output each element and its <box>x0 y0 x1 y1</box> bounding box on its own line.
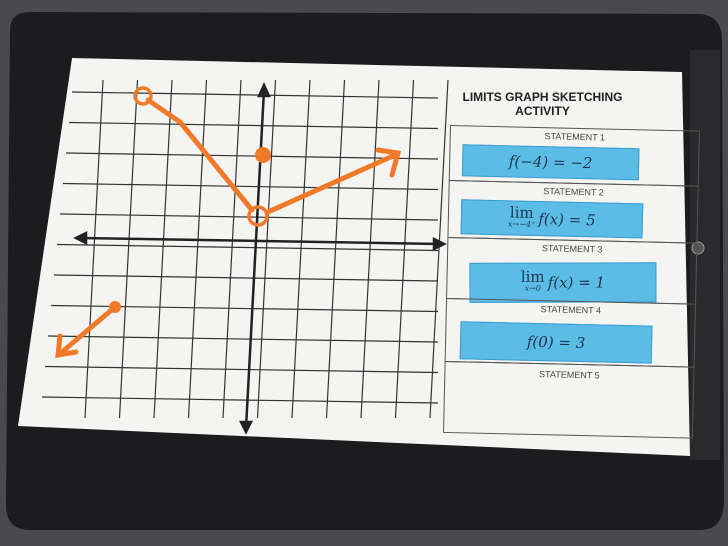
statement-3: STATEMENT 3 lim x→0 f(x) = 1 <box>446 236 698 305</box>
arrow-head <box>55 333 79 359</box>
worksheet-title: LIMITS GRAPH SKETCHING ACTIVITY <box>455 90 630 118</box>
x-axis-arrow <box>432 236 447 252</box>
statement-1: STATEMENT 1 f(−4) = −2 <box>448 125 700 187</box>
title-line: ACTIVITY <box>515 104 570 118</box>
statement-label: STATEMENT 1 <box>544 131 606 143</box>
statement-expr: f(0) = 3 <box>526 332 586 353</box>
statement-expr: f(x) = 5 <box>538 209 596 229</box>
statement-card: f(−4) = −2 <box>461 144 640 181</box>
grid-line <box>153 79 173 419</box>
closed-dot <box>255 147 271 163</box>
statement-card: lim x→−4⁺ f(x) = 5 <box>460 199 644 239</box>
arrow-head <box>375 147 402 178</box>
grid-line <box>56 243 439 252</box>
grid-line <box>291 79 311 419</box>
y-axis-arrow <box>238 420 254 435</box>
y-axis-arrow <box>257 81 271 98</box>
grid-line <box>53 274 439 282</box>
statement-card: lim x→0 f(x) = 1 <box>469 262 657 303</box>
grid-line <box>429 79 449 419</box>
statement-2: STATEMENT 2 lim x→−4⁺ f(x) = 5 <box>447 179 699 244</box>
lim: lim <box>509 202 534 222</box>
grid-line <box>84 79 104 419</box>
clipboard-edge <box>690 50 720 460</box>
grid-line <box>62 182 439 191</box>
grid-line <box>118 79 139 419</box>
lim-sub: x→0 <box>524 283 541 293</box>
statement-expr: f(−4) = −2 <box>508 152 593 173</box>
grid-line <box>71 91 439 99</box>
statement-label: STATEMENT 2 <box>543 186 604 198</box>
statements-panel: STATEMENT 1 f(−4) = −2 STATEMENT 2 lim x→… <box>443 125 700 441</box>
sketched-function <box>55 86 402 359</box>
statement-expr: f(x) = 1 <box>547 273 606 292</box>
statement-label: STATEMENT 3 <box>541 243 603 255</box>
open-circle <box>247 205 269 227</box>
grid-line <box>41 396 439 404</box>
grid-line <box>65 152 439 160</box>
x-axis-arrow <box>73 230 88 246</box>
grommet <box>691 241 705 255</box>
title-line: LIMITS GRAPH SKETCHING <box>462 90 623 104</box>
grid-line <box>187 79 208 419</box>
grid-line <box>256 79 277 419</box>
lim-sub: x→−4⁺ <box>507 218 536 229</box>
closed-dot <box>109 301 121 313</box>
grid-line <box>47 335 439 343</box>
grid-line <box>222 79 242 419</box>
statement-4: STATEMENT 4 f(0) = 3 <box>444 297 697 368</box>
statement-label: STATEMENT 5 <box>538 369 600 381</box>
grid-line <box>68 121 439 130</box>
x-axis <box>79 236 441 246</box>
grid-line <box>44 365 439 374</box>
open-circle <box>133 86 153 106</box>
statement-label: STATEMENT 4 <box>540 304 602 316</box>
axes <box>73 81 447 435</box>
grid-line <box>394 79 415 419</box>
statement-card: f(0) = 3 <box>459 321 653 364</box>
y-axis <box>244 89 266 429</box>
lim: lim <box>520 267 545 286</box>
statement-5: STATEMENT 5 <box>443 360 695 439</box>
